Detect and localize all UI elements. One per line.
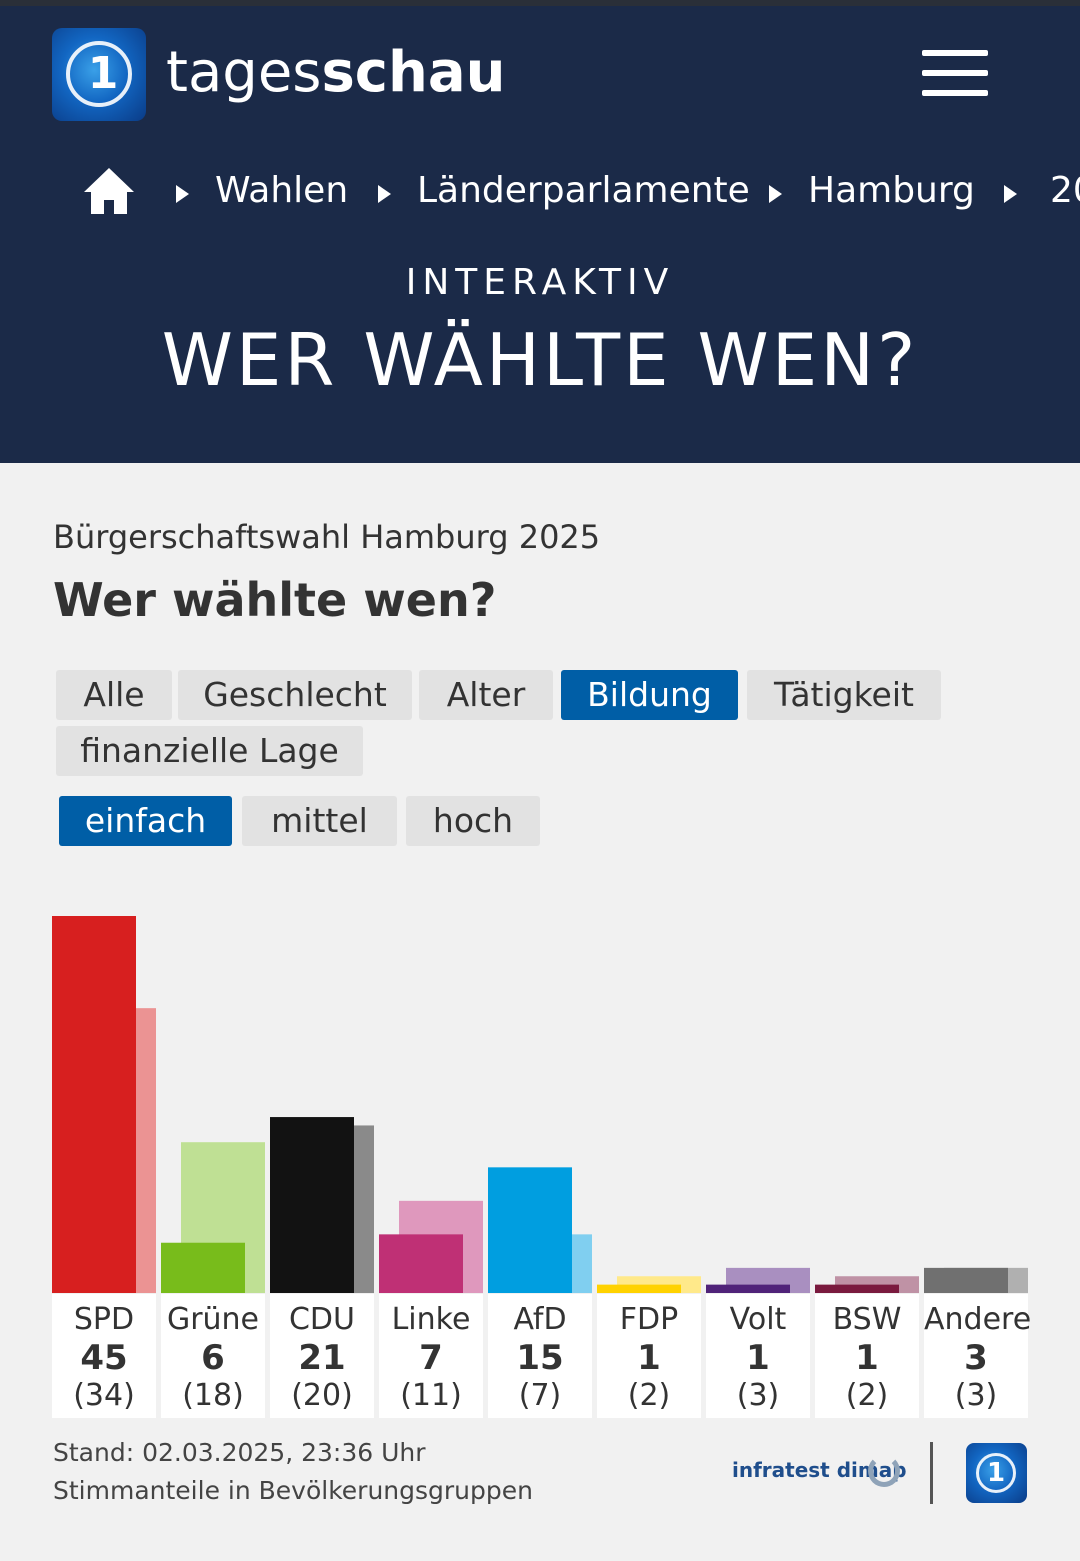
party-previous-value: (20) [291, 1378, 353, 1413]
timestamp: Stand: 02.03.2025, 23:36 Uhr [53, 1438, 426, 1467]
label-box [270, 1294, 374, 1418]
party-value: 6 [201, 1338, 225, 1378]
ard-one-icon: 1 [976, 1453, 1016, 1493]
brand-wordmark[interactable]: tagesschau [166, 40, 506, 105]
tab-finanzielle-lage[interactable]: finanzielle Lage [56, 726, 363, 776]
tab-alter[interactable]: Alter [419, 670, 553, 720]
chart-title: Wer wählte wen? [53, 573, 497, 627]
party-name: CDU [288, 1302, 355, 1337]
party-previous-value: (2) [627, 1378, 671, 1413]
breadcrumb: Wahlen Länderparlamente Hamburg 20 [0, 160, 1080, 230]
tab-geschlecht[interactable]: Geschlecht [178, 670, 412, 720]
bar-fdp[interactable] [597, 1284, 681, 1293]
page-kicker: INTERAKTIV [405, 262, 675, 303]
party-previous-value: (34) [73, 1378, 135, 1413]
bar-chart [52, 916, 1028, 1293]
party-previous-value: (2) [845, 1378, 889, 1413]
tab-alle[interactable]: Alle [56, 670, 172, 720]
party-previous-value: (3) [736, 1378, 780, 1413]
party-value: 1 [855, 1338, 879, 1378]
party-name: FDP [619, 1302, 679, 1337]
breadcrumb-item-hamburg[interactable]: Hamburg [808, 170, 975, 211]
label-box [488, 1294, 592, 1418]
divider [930, 1442, 933, 1504]
page-headline: WER WÄHLTE WEN? [161, 318, 919, 402]
bar-spd[interactable] [52, 916, 136, 1293]
breadcrumb-arrow-icon [176, 185, 189, 203]
party-value: 3 [964, 1338, 988, 1378]
breadcrumb-item-year[interactable]: 20 [1050, 170, 1080, 211]
hamburger-menu-icon[interactable] [922, 50, 988, 96]
party-value: 1 [746, 1338, 770, 1378]
party-name: AfD [513, 1302, 567, 1337]
breadcrumb-item-laenderparlamente[interactable]: Länderparlamente [417, 170, 750, 211]
level-einfach[interactable]: einfach [59, 796, 232, 846]
bar-grüne[interactable] [161, 1242, 245, 1293]
site-header: 1 tagesschau Wahlen Länderparlamente Ham… [0, 0, 1080, 463]
breadcrumb-item-wahlen[interactable]: Wahlen [215, 170, 349, 211]
level-mittel[interactable]: mittel [242, 796, 397, 846]
label-box [706, 1294, 810, 1418]
party-name: Volt [729, 1302, 787, 1337]
label-box [815, 1294, 919, 1418]
bar-volt[interactable] [706, 1284, 790, 1293]
party-value: 21 [298, 1338, 346, 1378]
breadcrumb-arrow-icon [1004, 185, 1017, 203]
party-previous-value: (3) [954, 1378, 998, 1413]
party-previous-value: (11) [400, 1378, 462, 1413]
infratest-dimap-icon [868, 1455, 900, 1487]
chart-subtitle: Bürgerschaftswahl Hamburg 2025 [53, 518, 601, 556]
bar-linke[interactable] [379, 1234, 463, 1293]
bar-andere[interactable] [924, 1267, 1008, 1293]
party-value: 45 [80, 1338, 128, 1378]
bar-afd[interactable] [488, 1167, 572, 1293]
tab-taetigkeit[interactable]: Tätigkeit [747, 670, 941, 720]
party-value: 15 [516, 1338, 564, 1378]
breadcrumb-arrow-icon [769, 185, 782, 203]
status-strip [0, 0, 1080, 6]
party-name: Grüne [166, 1302, 260, 1337]
party-name: Andere [924, 1302, 1032, 1337]
tab-bildung[interactable]: Bildung [561, 670, 738, 720]
party-previous-value: (18) [182, 1378, 244, 1413]
party-name: BSW [832, 1302, 902, 1337]
bar-bsw[interactable] [815, 1284, 899, 1293]
breadcrumb-arrow-icon [378, 185, 391, 203]
label-box [924, 1294, 1028, 1418]
party-value: 7 [419, 1338, 443, 1378]
tagesschau-logo[interactable]: 1 [52, 28, 146, 121]
party-name: SPD [73, 1302, 135, 1337]
level-hoch[interactable]: hoch [406, 796, 540, 846]
label-box [379, 1294, 483, 1418]
label-box [597, 1294, 701, 1418]
party-previous-value: (7) [518, 1378, 562, 1413]
party-value: 1 [637, 1338, 661, 1378]
ard-one-icon: 1 [66, 41, 132, 107]
party-name: Linke [391, 1302, 471, 1337]
bar-cdu[interactable] [270, 1117, 354, 1293]
home-icon[interactable] [82, 166, 136, 216]
label-box [52, 1294, 156, 1418]
chart-note: Stimmanteile in Bevölkerungsgruppen [53, 1476, 533, 1505]
label-box [161, 1294, 265, 1418]
tagesschau-app-logo[interactable]: 1 [966, 1443, 1027, 1503]
